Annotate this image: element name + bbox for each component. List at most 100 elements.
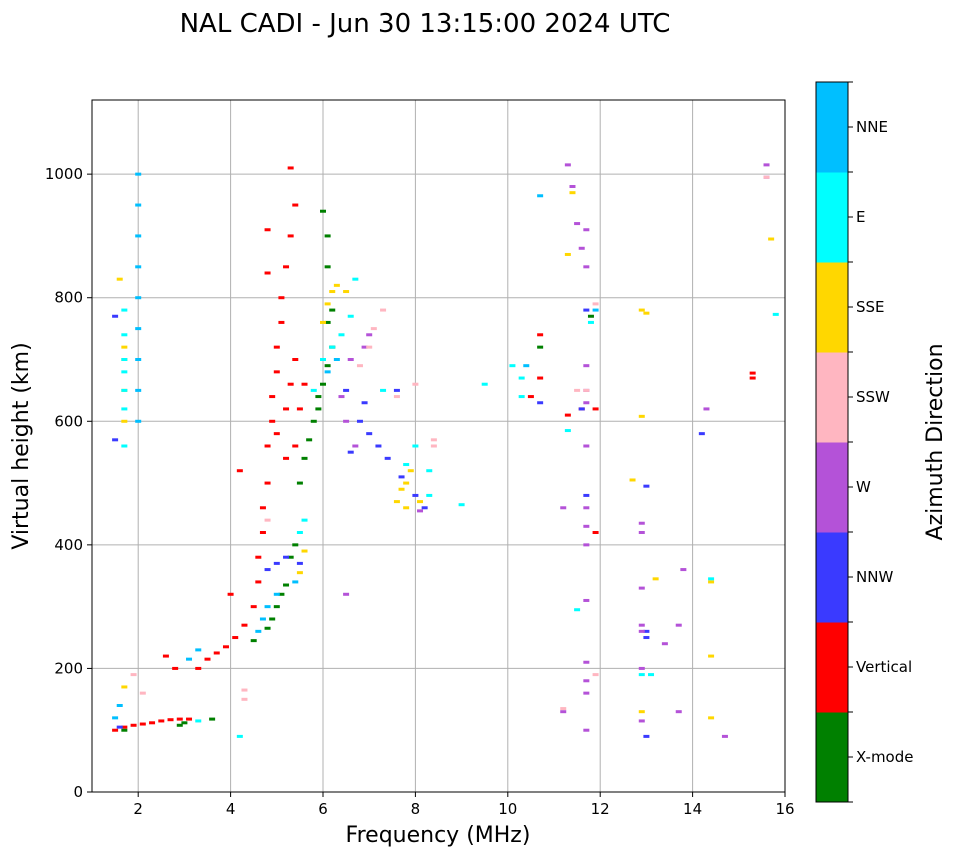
data-point-e xyxy=(329,345,336,349)
data-point-w xyxy=(638,666,645,670)
data-point-vertical xyxy=(259,531,266,534)
data-point-w xyxy=(583,679,590,683)
y-tick-label: 0 xyxy=(73,783,83,801)
y-tick-label: 800 xyxy=(54,289,83,307)
data-point-nne xyxy=(135,327,142,331)
data-point-vertical xyxy=(130,723,137,727)
data-point-w xyxy=(638,629,645,633)
data-point-sse xyxy=(638,414,645,418)
y-axis-label: Virtual height (km) xyxy=(9,342,34,549)
data-point-e xyxy=(481,382,488,386)
data-point-vertical xyxy=(121,725,128,729)
data-point-vertical xyxy=(292,203,299,207)
data-point-vertical xyxy=(250,605,257,609)
data-point-x-mode xyxy=(587,314,594,318)
data-point-w xyxy=(763,163,770,167)
data-point-w xyxy=(583,543,590,547)
data-point-w xyxy=(352,444,359,448)
plot-frame xyxy=(91,99,786,793)
data-point-nnw xyxy=(643,734,650,738)
x-tick-label: 14 xyxy=(683,800,702,818)
data-point-vertical xyxy=(232,636,239,640)
colorbar-label: Vertical xyxy=(856,658,912,676)
data-point-vertical xyxy=(287,166,294,170)
colorbar-segment xyxy=(816,442,848,533)
data-point-x-mode xyxy=(273,605,280,609)
data-point-nnw xyxy=(698,432,705,436)
colorbar-segment xyxy=(816,262,848,353)
data-point-vertical xyxy=(273,432,280,436)
data-point-nnw xyxy=(537,401,544,405)
data-point-ssw xyxy=(583,388,590,392)
data-point-nnw xyxy=(398,475,405,479)
data-point-sse xyxy=(564,252,571,256)
data-point-ssw xyxy=(763,175,770,179)
data-point-w xyxy=(638,531,645,534)
data-point-sse xyxy=(652,577,659,581)
data-point-e xyxy=(121,444,128,448)
data-point-nne xyxy=(537,194,544,198)
data-point-w xyxy=(675,710,682,714)
data-point-nnw xyxy=(421,506,428,510)
data-point-ssw xyxy=(264,518,271,522)
data-point-nne xyxy=(135,358,142,361)
data-point-vertical xyxy=(283,265,290,269)
data-point-nnw xyxy=(347,450,354,454)
data-point-vertical xyxy=(269,395,276,399)
data-point-vertical xyxy=(264,228,271,232)
data-point-e xyxy=(236,734,243,738)
data-point-nne xyxy=(592,308,599,312)
data-point-w xyxy=(583,691,590,695)
data-point-nne xyxy=(135,296,142,300)
data-point-vertical xyxy=(264,271,271,275)
data-point-ssw xyxy=(592,302,599,306)
data-point-w xyxy=(675,623,682,627)
data-points xyxy=(112,163,779,738)
data-point-x-mode xyxy=(310,419,317,423)
data-point-ssw xyxy=(430,438,437,442)
data-point-w xyxy=(638,586,645,590)
plot-area xyxy=(92,100,785,792)
colorbar-label: SSW xyxy=(856,388,890,406)
data-point-nnw xyxy=(643,629,650,633)
data-point-e xyxy=(509,364,516,368)
data-point-nne xyxy=(186,657,193,661)
data-point-sse xyxy=(333,283,340,287)
y-axis-ticks: 0 200 400 600 800 1000 xyxy=(45,165,92,801)
data-point-w xyxy=(569,185,576,188)
data-point-x-mode xyxy=(320,209,326,213)
data-point-nne xyxy=(135,419,142,423)
data-point-x-mode xyxy=(269,617,276,621)
data-point-sse xyxy=(638,308,645,312)
data-point-ssw xyxy=(380,308,387,312)
data-point-w xyxy=(583,660,590,664)
data-point-nnw xyxy=(643,484,650,488)
data-point-nnw xyxy=(112,438,119,442)
data-point-nne xyxy=(324,370,331,374)
x-tick-label: 4 xyxy=(226,800,236,818)
data-point-vertical xyxy=(283,407,290,411)
data-point-sse xyxy=(329,290,336,294)
data-point-vertical xyxy=(292,358,299,361)
colorbar-segment xyxy=(816,622,848,713)
data-point-vertical xyxy=(537,333,544,337)
data-point-sse xyxy=(398,487,405,491)
data-point-vertical xyxy=(287,382,294,386)
data-point-ssw xyxy=(130,673,137,677)
data-point-vertical xyxy=(592,531,599,534)
data-point-x-mode xyxy=(324,364,331,368)
data-point-vertical xyxy=(195,666,202,670)
data-point-vertical xyxy=(204,657,211,661)
data-point-nnw xyxy=(375,444,382,448)
data-point-sse xyxy=(116,277,123,281)
data-point-vertical xyxy=(264,481,271,485)
colorbar-label: NNE xyxy=(856,118,888,136)
data-point-nnw xyxy=(393,388,400,392)
data-point-sse xyxy=(343,290,350,294)
data-point-vertical xyxy=(278,296,285,300)
data-point-nnw xyxy=(412,493,419,497)
data-point-nne xyxy=(273,592,280,596)
data-point-e xyxy=(574,608,581,612)
data-point-sse xyxy=(403,506,410,510)
